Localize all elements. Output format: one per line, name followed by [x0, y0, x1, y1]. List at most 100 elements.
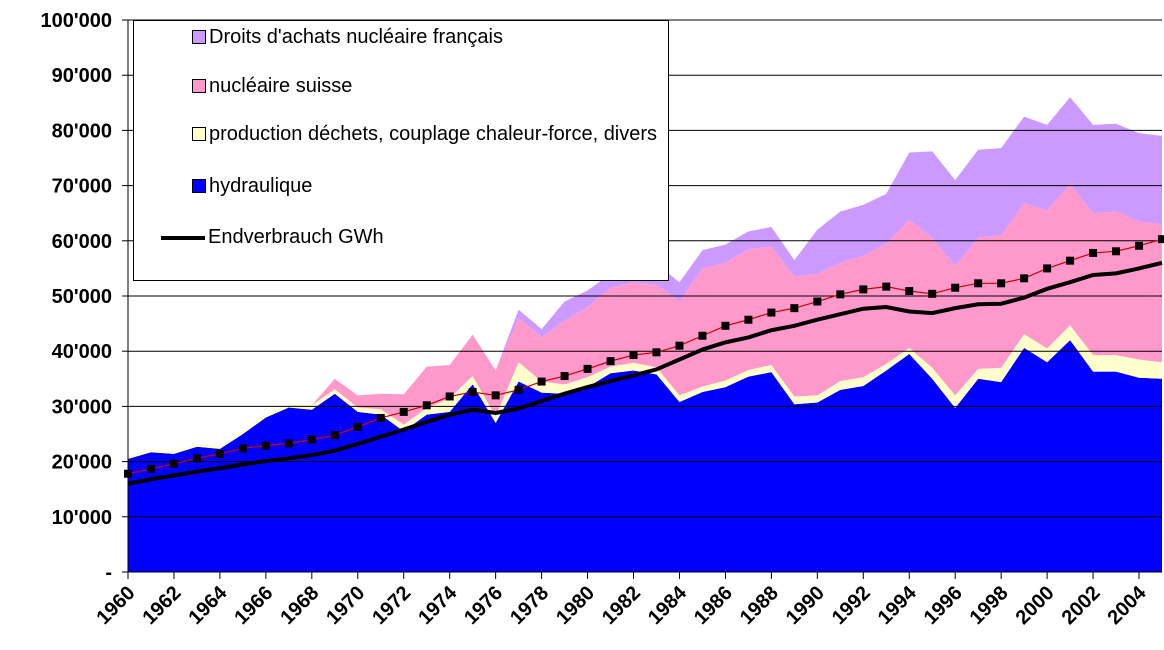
x-tick-label: 1962: [138, 582, 185, 629]
marker: [491, 391, 500, 400]
x-tick-label: 1990: [782, 582, 829, 629]
x-tick-label: 2004: [1104, 581, 1152, 629]
y-tick-label: 30'000: [52, 396, 112, 418]
legend-label: nucléaire suisse: [209, 75, 353, 97]
x-tick-label: 1972: [368, 582, 415, 629]
marker: [445, 392, 454, 401]
legend-swatch: [192, 30, 206, 44]
marker: [1135, 241, 1144, 250]
marker: [675, 341, 684, 350]
legend-item: production déchets, couplage chaleur-for…: [134, 123, 659, 146]
legend-swatch: [192, 127, 206, 141]
marker: [721, 321, 730, 330]
marker: [399, 407, 408, 416]
marker: [514, 385, 523, 394]
marker: [238, 444, 247, 453]
y-tick-label: 40'000: [52, 341, 112, 363]
x-tick-label: 1974: [414, 581, 462, 629]
marker: [261, 441, 270, 450]
y-tick-label: 10'000: [52, 507, 112, 529]
marker: [1089, 248, 1098, 257]
line: [127, 238, 1163, 475]
x-tick-label: 1982: [598, 582, 645, 629]
x-tick-label: 1976: [460, 582, 507, 629]
legend-label: Droits d'achats nucléaire français: [209, 26, 503, 48]
y-tick-label: 90'000: [52, 65, 112, 87]
legend-item: hydraulique: [134, 175, 659, 198]
marker: [192, 454, 201, 463]
legend: Droits d'achats nucléaire français nucléa…: [133, 20, 669, 281]
marker: [1043, 264, 1052, 273]
marker: [859, 285, 868, 294]
marker: [951, 283, 960, 292]
legend-label: Endverbrauch GWh: [208, 226, 384, 248]
x-tick-label: 1996: [920, 582, 967, 629]
x-tick-label: 1960: [93, 582, 140, 629]
marker: [376, 413, 385, 422]
x-tick-label: 1986: [690, 582, 737, 629]
legend-item: Droits d'achats nucléaire français: [134, 26, 659, 49]
marker: [1066, 256, 1075, 265]
x-tick-label: 2002: [1058, 582, 1105, 629]
marker: [560, 372, 569, 381]
legend-swatch: [161, 236, 205, 240]
x-tick-label: 1970: [322, 582, 369, 629]
marker: [974, 279, 983, 288]
marker: [146, 464, 155, 473]
y-tick-label: 50'000: [52, 286, 112, 308]
y-tick-label: 70'000: [52, 176, 112, 198]
marker: [836, 290, 845, 299]
legend-swatch: [192, 179, 206, 193]
marker: [583, 364, 592, 373]
x-tick-label: 1992: [828, 582, 875, 629]
marker: [790, 304, 799, 313]
legend-label: production déchets, couplage chaleur-for…: [209, 123, 658, 145]
marker: [629, 351, 638, 360]
marker: [124, 469, 132, 478]
marker: [169, 459, 178, 468]
marker: [1112, 247, 1121, 256]
area: [128, 183, 1162, 457]
marker: [422, 401, 431, 410]
line: [127, 260, 1163, 486]
marker: [1020, 274, 1029, 283]
marker: [606, 357, 615, 366]
x-tick-label: 1978: [506, 582, 553, 629]
x-tick-label: 1964: [184, 581, 232, 629]
marker: [215, 449, 224, 458]
marker: [1158, 235, 1164, 244]
marker: [928, 289, 937, 298]
area: [128, 340, 1162, 572]
marker: [744, 315, 753, 324]
x-tick-label: 1988: [736, 582, 783, 629]
x-tick-label: 1968: [276, 582, 323, 629]
marker: [307, 435, 316, 444]
legend-label: hydraulique: [209, 175, 313, 197]
marker: [652, 348, 661, 357]
marker: [905, 287, 914, 296]
marker: [813, 297, 822, 306]
marker: [882, 282, 891, 291]
y-tick-label: -: [105, 562, 112, 584]
y-tick-label: 80'000: [52, 120, 112, 142]
x-tick-label: 1980: [552, 582, 599, 629]
legend-item: Endverbrauch GWh: [134, 226, 658, 249]
marker: [537, 377, 546, 386]
area: [128, 325, 1162, 459]
marker: [997, 279, 1006, 288]
marker: [353, 422, 362, 431]
marker: [698, 331, 707, 340]
x-tick-label: 1984: [644, 581, 692, 629]
legend-item: nucléaire suisse: [134, 75, 659, 98]
marker: [284, 439, 293, 448]
y-tick-label: 100'000: [41, 10, 113, 32]
y-tick-label: 60'000: [52, 231, 112, 253]
marker: [468, 388, 477, 397]
legend-swatch: [192, 79, 206, 93]
x-tick-label: 2000: [1012, 582, 1059, 629]
marker: [767, 308, 776, 317]
marker: [330, 431, 339, 440]
x-tick-label: 1994: [874, 581, 922, 629]
